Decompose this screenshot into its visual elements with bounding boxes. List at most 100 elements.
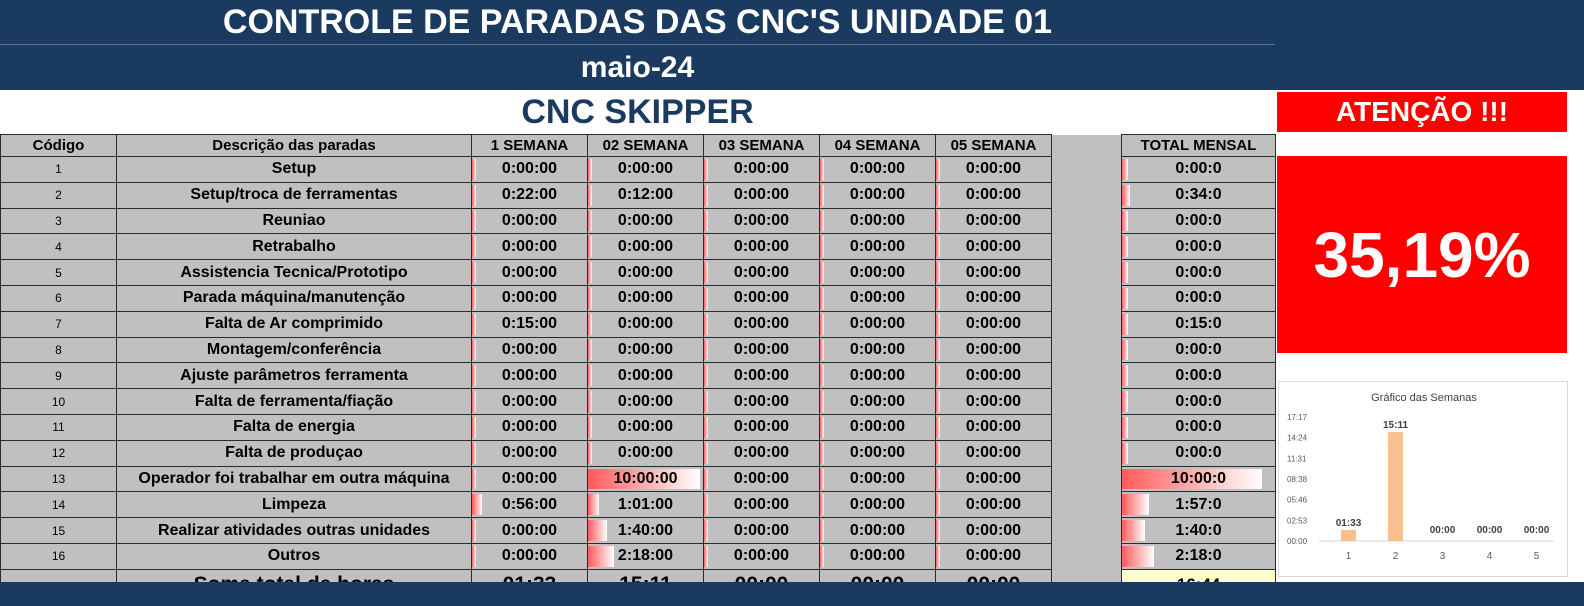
total-value-text: 0:00:0: [1175, 211, 1222, 229]
week-4-value: 0:00:00: [819, 362, 936, 390]
week-value-text: 0:00:00: [617, 315, 674, 333]
week-2-value: 0:00:00: [587, 233, 704, 261]
row-code: 7: [0, 310, 117, 338]
total-value-text: 0:00:0: [1175, 289, 1222, 307]
data-bar: [588, 468, 700, 490]
week-2-value: 2:18:00: [587, 542, 704, 570]
week-1-value: 0:56:00: [471, 491, 588, 519]
header-week-5: 05 SEMANA: [935, 134, 1052, 157]
week-3-value: 0:00:00: [703, 517, 820, 544]
week-3-value: 0:00:00: [703, 465, 820, 493]
data-bar: [704, 365, 708, 387]
x-tick-label: 3: [1440, 551, 1446, 562]
data-bar: [820, 159, 824, 180]
spacer-column: [1051, 134, 1122, 157]
data-bar: [472, 159, 476, 180]
table-header-row: Código Descrição das paradas 1 SEMANA 02…: [0, 134, 1276, 157]
week-4-value: 0:00:00: [819, 388, 936, 415]
row-total: 1:57:0: [1121, 491, 1276, 519]
data-bar: [472, 339, 476, 361]
week-5-value: 0:00:00: [935, 439, 1052, 467]
table-row: 11 Falta de energia 0:00:00 0:00:00 0:00:00 0…: [0, 413, 1276, 441]
week-1-value: 0:00:00: [471, 259, 588, 286]
y-tick-label: 08:38: [1287, 475, 1308, 484]
week-value-text: 0:00:00: [501, 521, 558, 539]
week-5-value: 0:00:00: [935, 413, 1052, 441]
week-1-value: 0:22:00: [471, 181, 588, 209]
row-total: 0:00:0: [1121, 284, 1276, 312]
data-bar: [936, 313, 940, 335]
week-3-value: 0:00:00: [703, 233, 820, 261]
spacer-cell: [1051, 388, 1122, 415]
data-bar: [1122, 184, 1130, 206]
week-value-text: 0:22:00: [501, 186, 558, 204]
week-value-text: 0:56:00: [501, 495, 558, 513]
week-value-text: 0:00:00: [849, 160, 906, 178]
data-bar: [936, 210, 940, 232]
week-1-value: 0:00:00: [471, 439, 588, 467]
data-bar: [1122, 262, 1128, 283]
y-tick-label: 02:53: [1287, 516, 1308, 525]
spacer-cell: [1051, 311, 1122, 338]
data-label: 01:33: [1336, 518, 1362, 529]
week-5-value: 0:00:00: [935, 259, 1052, 286]
data-bar: [704, 468, 708, 490]
data-bar: [820, 494, 824, 516]
week-value-text: 0:00:00: [849, 263, 906, 281]
spacer-cell: [1051, 233, 1122, 260]
data-bar: [1122, 545, 1155, 567]
data-label: 00:00: [1524, 525, 1550, 536]
data-bar: [820, 365, 824, 387]
x-tick-label: 2: [1393, 551, 1399, 562]
data-bar: [820, 287, 824, 309]
total-value-text: 0:00:0: [1175, 418, 1222, 436]
week-1-value: 0:00:00: [471, 336, 588, 364]
spacer-cell: [1051, 156, 1122, 183]
data-bar: [936, 236, 940, 258]
row-description: Reuniao: [116, 207, 472, 235]
alert-label: ATENÇÃO !!!: [1277, 92, 1567, 132]
week-4-value: 0:00:00: [819, 542, 936, 570]
data-bar: [704, 520, 708, 541]
week-value-text: 0:00:00: [501, 289, 558, 307]
data-bar: [472, 416, 476, 438]
week-3-value: 0:00:00: [703, 207, 820, 235]
week-2-value: 0:00:00: [587, 362, 704, 390]
total-value-text: 1:57:0: [1175, 495, 1222, 513]
table-row: 14 Limpeza 0:56:00 1:01:00 0:00:00 0:00:00 0:0…: [0, 491, 1276, 519]
week-value-text: 0:00:00: [733, 418, 790, 436]
week-4-value: 0:00:00: [819, 465, 936, 493]
data-bar: [1122, 416, 1128, 438]
week-3-value: 0:00:00: [703, 413, 820, 441]
data-bar: [704, 287, 708, 309]
week-2-value: 1:40:00: [587, 517, 704, 544]
table-row: 13 Operador foi trabalhar em outra máquin…: [0, 465, 1276, 493]
week-value-text: 0:00:00: [849, 211, 906, 229]
spacer-cell: [1051, 182, 1122, 209]
week-value-text: 0:00:00: [849, 315, 906, 333]
data-bar: [588, 339, 592, 361]
week-value-text: 0:00:00: [849, 392, 906, 410]
table-row: 1 Setup 0:00:00 0:00:00 0:00:00 0:00:00 0:00:0…: [0, 156, 1276, 183]
row-total: 0:00:0: [1121, 207, 1276, 235]
week-2-value: 0:12:00: [587, 181, 704, 209]
data-bar: [1122, 236, 1128, 258]
y-tick-label: 11:31: [1287, 454, 1307, 463]
row-description: Falta de produçao: [116, 439, 472, 467]
week-value-text: 0:00:00: [965, 444, 1022, 462]
week-3-value: 0:00:00: [703, 259, 820, 286]
header-code: Código: [0, 134, 117, 157]
week-5-value: 0:00:00: [935, 388, 1052, 415]
spacer-cell: [1051, 491, 1122, 518]
data-bar: [588, 262, 592, 283]
data-bar: [704, 184, 708, 206]
data-bar: [588, 313, 592, 335]
week-4-value: 0:00:00: [819, 336, 936, 364]
data-bar: [936, 184, 940, 206]
spacer-cell: [1051, 440, 1122, 467]
total-value-text: 0:34:0: [1175, 186, 1222, 204]
week-value-text: 10:00:00: [613, 469, 678, 487]
week-value-text: 0:00:00: [733, 237, 790, 255]
row-description: Falta de ferramenta/fiação: [116, 388, 472, 415]
spacer-cell: [1051, 362, 1122, 389]
